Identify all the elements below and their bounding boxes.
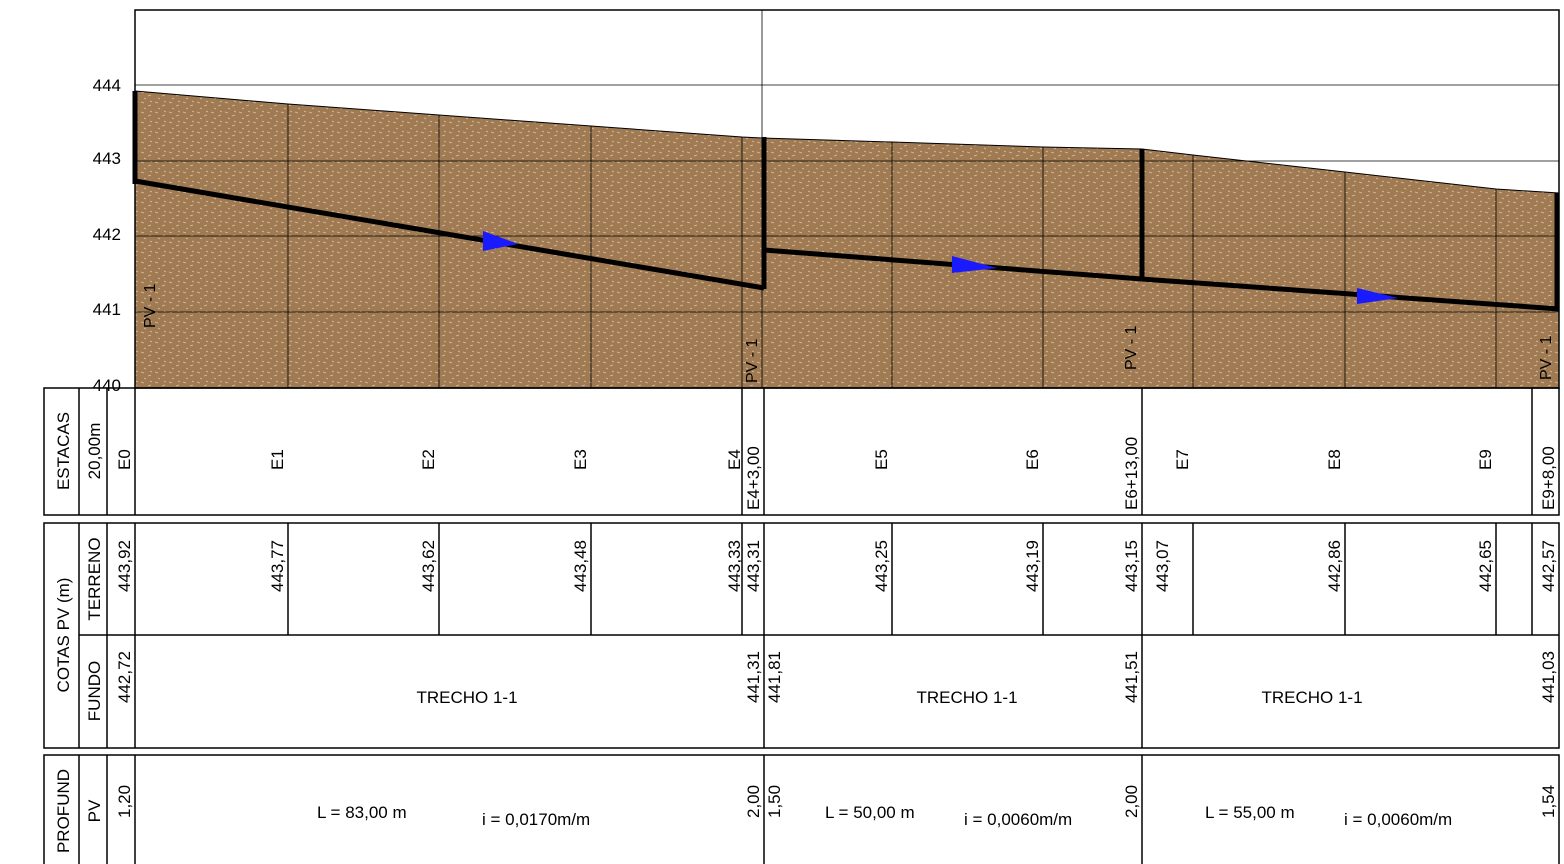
y-tick-441: 441 bbox=[93, 300, 121, 319]
estaca-label: E0 bbox=[115, 449, 134, 470]
pv-label: PV - 1 bbox=[1123, 325, 1140, 370]
estacas-labels: E0 E1 E2 E3 E4 E4+3,00 E5 E6 E6+13,00 E7… bbox=[115, 437, 1558, 510]
pv-label: PV - 1 bbox=[142, 283, 159, 328]
segment-slope: i = 0,0170m/m bbox=[482, 810, 590, 829]
estaca-label: E4+3,00 bbox=[744, 446, 763, 510]
fundo-value: 441,51 bbox=[1122, 651, 1141, 703]
segment-length: L = 83,00 m bbox=[317, 803, 407, 822]
fundo-header: FUNDO bbox=[85, 661, 104, 721]
profund-value: 2,00 bbox=[744, 785, 763, 818]
y-axis-labels: 444 443 442 441 440 bbox=[93, 76, 121, 395]
terreno-value: 443,33 bbox=[725, 540, 744, 592]
terreno-value: 443,25 bbox=[872, 540, 891, 592]
y-tick-444: 444 bbox=[93, 76, 121, 95]
trecho-label: TRECHO 1-1 bbox=[916, 688, 1017, 707]
estacas-spacing: 20,00m bbox=[85, 423, 104, 480]
trecho-label: TRECHO 1-1 bbox=[1261, 688, 1362, 707]
segment-length: L = 50,00 m bbox=[825, 803, 915, 822]
segment-slope: i = 0,0060m/m bbox=[964, 810, 1072, 829]
segment-slope: i = 0,0060m/m bbox=[1344, 810, 1452, 829]
flow-arrow-icon bbox=[1357, 288, 1398, 304]
profund-pv-header: PV bbox=[85, 799, 104, 822]
terreno-value: 443,15 bbox=[1122, 540, 1141, 592]
pv-label: PV - 1 bbox=[1538, 335, 1555, 380]
manhole-lines bbox=[132, 91, 1560, 311]
y-tick-443: 443 bbox=[93, 149, 121, 168]
profund-value: 1,50 bbox=[765, 785, 784, 818]
profund-values: 1,20 2,00 1,50 2,00 1,54 bbox=[115, 785, 1558, 818]
pv-labels: PV - 1 PV - 1 PV - 1 PV - 1 bbox=[142, 283, 1555, 383]
profund-value: 2,00 bbox=[1122, 785, 1141, 818]
estaca-label: E6+13,00 bbox=[1122, 437, 1141, 510]
cotas-header: COTAS PV (m) bbox=[54, 578, 73, 693]
terreno-value: 442,57 bbox=[1539, 540, 1558, 592]
estaca-label: E4 bbox=[725, 449, 744, 470]
terreno-value: 443,77 bbox=[268, 540, 287, 592]
data-table-frame bbox=[43, 387, 1560, 864]
terreno-value: 443,48 bbox=[571, 540, 590, 592]
y-tick-440: 440 bbox=[93, 376, 121, 395]
station-gridlines bbox=[287, 10, 1497, 388]
terreno-header: TERRENO bbox=[85, 537, 104, 620]
terreno-value: 442,86 bbox=[1325, 540, 1344, 592]
estacas-header: ESTACAS bbox=[54, 412, 73, 490]
profund-value: 1,54 bbox=[1539, 785, 1558, 818]
terreno-value: 443,19 bbox=[1023, 540, 1042, 592]
estaca-label: E8 bbox=[1325, 449, 1344, 470]
terrain-line bbox=[134, 90, 1560, 194]
estaca-label: E1 bbox=[268, 449, 287, 470]
fundo-value: 441,81 bbox=[765, 651, 784, 703]
row-headers: ESTACAS 20,00m COTAS PV (m) TERRENO FUND… bbox=[54, 412, 104, 853]
elevation-gridlines bbox=[135, 84, 1559, 313]
terreno-value: 443,92 bbox=[115, 540, 134, 592]
estaca-label: E6 bbox=[1023, 449, 1042, 470]
profund-header: PROFUND bbox=[54, 769, 73, 853]
terreno-value: 443,62 bbox=[419, 540, 438, 592]
estaca-label: E9 bbox=[1476, 449, 1495, 470]
estaca-label: E2 bbox=[419, 449, 438, 470]
flow-arrow-icon bbox=[483, 231, 518, 251]
terreno-values: 443,92 443,77 443,62 443,48 443,33 443,3… bbox=[115, 540, 1558, 592]
estaca-label: E7 bbox=[1173, 449, 1192, 470]
soil-area bbox=[135, 91, 1559, 388]
profund-value: 1,20 bbox=[115, 785, 134, 818]
flow-arrow-icon bbox=[952, 256, 997, 273]
trecho-label: TRECHO 1-1 bbox=[416, 688, 517, 707]
pv-label: PV - 1 bbox=[744, 338, 761, 383]
terreno-value: 443,07 bbox=[1153, 540, 1172, 592]
fundo-values: 442,72 441,31 441,81 441,51 441,03 bbox=[115, 651, 1558, 703]
estaca-label: E9+8,00 bbox=[1539, 446, 1558, 510]
flow-arrows bbox=[483, 231, 1398, 304]
segment-info: L = 83,00 m i = 0,0170m/m L = 50,00 m i … bbox=[317, 803, 1452, 829]
segment-length: L = 55,00 m bbox=[1205, 803, 1295, 822]
estaca-label: E3 bbox=[571, 449, 590, 470]
estaca-label: E5 bbox=[872, 449, 891, 470]
terreno-value: 442,65 bbox=[1476, 540, 1495, 592]
fundo-value: 441,31 bbox=[744, 651, 763, 703]
fundo-value: 442,72 bbox=[115, 651, 134, 703]
fundo-value: 441,03 bbox=[1539, 651, 1558, 703]
y-tick-442: 442 bbox=[93, 225, 121, 244]
trecho-labels: TRECHO 1-1 TRECHO 1-1 TRECHO 1-1 bbox=[416, 688, 1362, 707]
terreno-value: 443,31 bbox=[744, 540, 763, 592]
